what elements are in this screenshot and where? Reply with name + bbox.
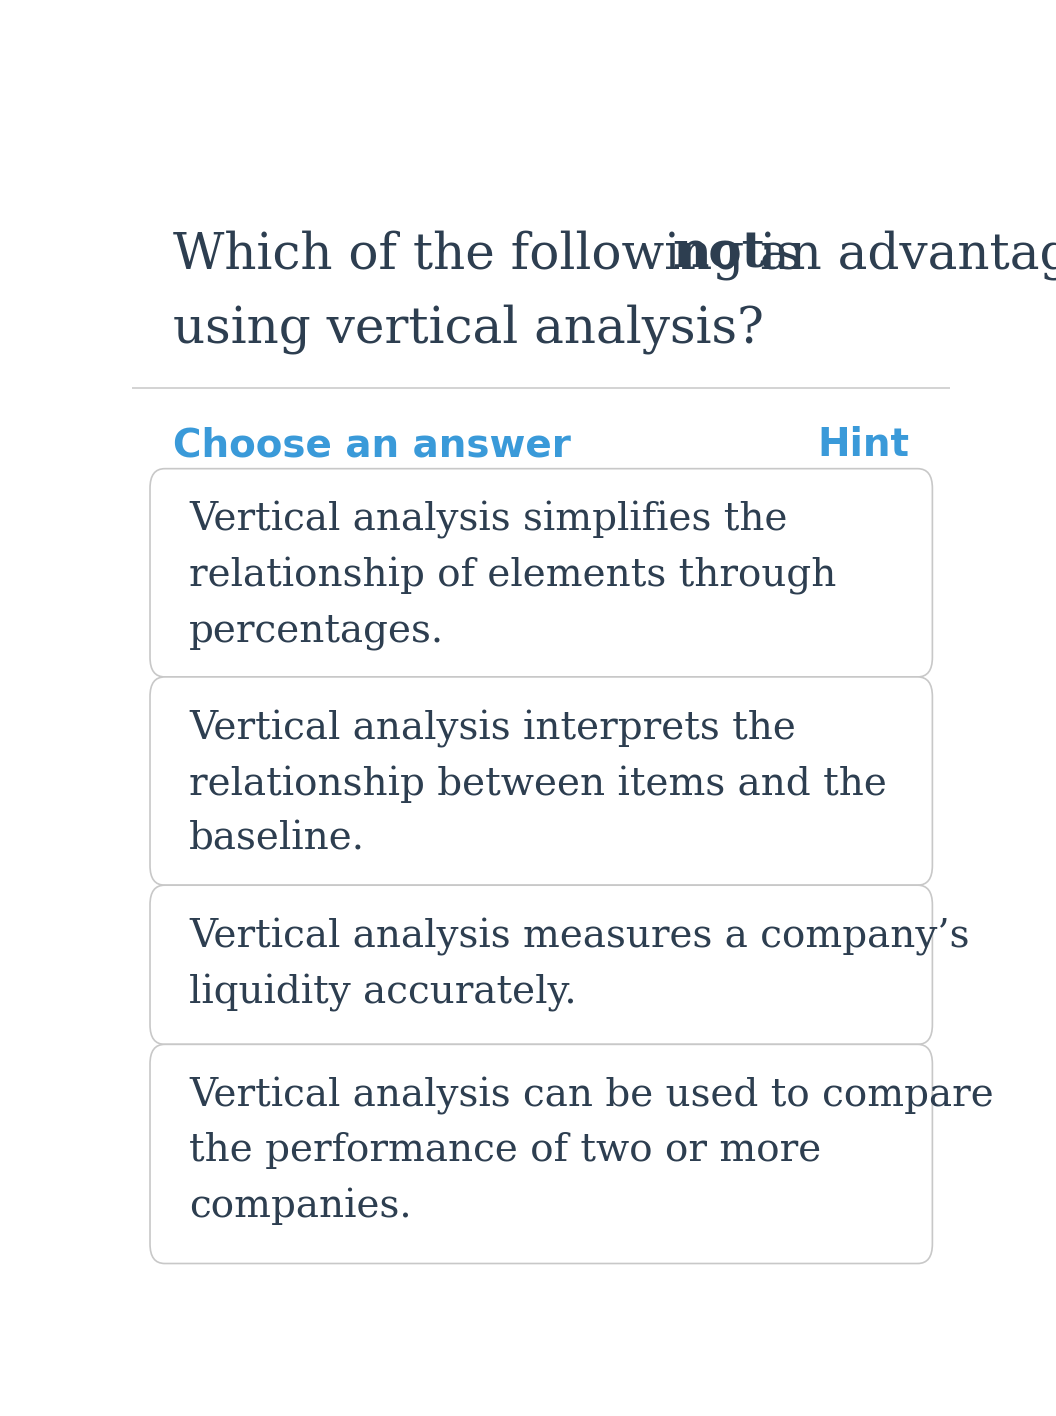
Text: using vertical analysis?: using vertical analysis?	[173, 304, 763, 354]
Text: Vertical analysis simplifies the
relationship of elements through
percentages.: Vertical analysis simplifies the relatio…	[189, 501, 836, 650]
FancyBboxPatch shape	[150, 469, 932, 677]
Text: Vertical analysis can be used to compare
the performance of two or more
companie: Vertical analysis can be used to compare…	[189, 1078, 994, 1225]
Text: not: not	[673, 229, 766, 279]
Text: Which of the following is: Which of the following is	[173, 229, 817, 280]
FancyBboxPatch shape	[150, 677, 932, 885]
FancyBboxPatch shape	[150, 1045, 932, 1263]
Text: Vertical analysis interprets the
relationship between items and the
baseline.: Vertical analysis interprets the relatio…	[189, 709, 887, 857]
Text: Hint: Hint	[817, 426, 909, 464]
Text: Vertical analysis measures a company’s
liquidity accurately.: Vertical analysis measures a company’s l…	[189, 918, 969, 1011]
FancyBboxPatch shape	[150, 885, 932, 1045]
Text: an advantage of: an advantage of	[744, 229, 1056, 280]
Text: Choose an answer: Choose an answer	[173, 426, 571, 464]
